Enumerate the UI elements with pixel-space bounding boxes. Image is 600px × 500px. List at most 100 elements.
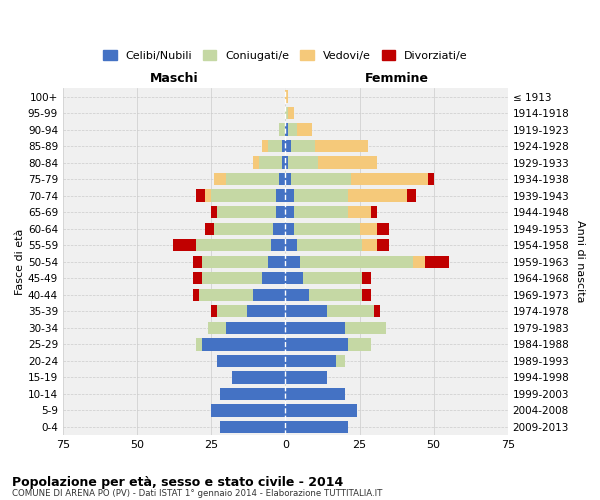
Bar [280, 173, 286, 186]
Bar [193, 256, 202, 268]
Bar [286, 272, 303, 284]
Bar [291, 173, 350, 186]
Bar [277, 206, 286, 218]
Bar [294, 222, 359, 235]
Bar [286, 222, 294, 235]
Bar [318, 156, 377, 169]
Bar [336, 354, 344, 367]
Bar [193, 288, 199, 301]
Bar [208, 322, 226, 334]
Bar [214, 173, 226, 186]
Bar [286, 305, 327, 318]
Bar [300, 256, 413, 268]
Bar [286, 107, 289, 120]
Bar [291, 140, 315, 152]
Bar [286, 90, 289, 103]
Bar [377, 239, 389, 252]
Text: COMUNE DI ARENA PO (PV) - Dati ISTAT 1° gennaio 2014 - Elaborazione TUTTITALIA.I: COMUNE DI ARENA PO (PV) - Dati ISTAT 1° … [12, 489, 382, 498]
Bar [294, 206, 347, 218]
Bar [374, 305, 380, 318]
Y-axis label: Fasce di età: Fasce di età [15, 228, 25, 295]
Bar [226, 322, 286, 334]
Bar [309, 288, 362, 301]
Bar [289, 107, 294, 120]
Bar [294, 190, 347, 202]
Bar [286, 322, 344, 334]
Bar [196, 338, 202, 350]
Bar [271, 239, 286, 252]
Text: Femmine: Femmine [365, 72, 428, 85]
Bar [362, 239, 377, 252]
Bar [217, 305, 247, 318]
Bar [377, 222, 389, 235]
Bar [286, 156, 289, 169]
Bar [259, 156, 283, 169]
Bar [274, 222, 286, 235]
Bar [205, 190, 211, 202]
Bar [297, 124, 312, 136]
Bar [196, 239, 271, 252]
Bar [211, 206, 217, 218]
Bar [286, 190, 294, 202]
Text: Maschi: Maschi [150, 72, 199, 85]
Bar [196, 190, 205, 202]
Bar [359, 222, 377, 235]
Bar [286, 256, 300, 268]
Bar [362, 272, 371, 284]
Bar [217, 206, 277, 218]
Bar [428, 173, 434, 186]
Bar [283, 140, 286, 152]
Bar [193, 272, 202, 284]
Bar [286, 206, 294, 218]
Bar [205, 222, 214, 235]
Bar [362, 288, 371, 301]
Legend: Celibi/Nubili, Coniugati/e, Vedovi/e, Divorziati/e: Celibi/Nubili, Coniugati/e, Vedovi/e, Di… [99, 46, 472, 65]
Bar [211, 404, 286, 416]
Bar [202, 256, 268, 268]
Bar [286, 173, 291, 186]
Bar [286, 404, 356, 416]
Bar [425, 256, 449, 268]
Bar [286, 124, 289, 136]
Bar [232, 371, 286, 384]
Bar [262, 140, 268, 152]
Bar [413, 256, 425, 268]
Bar [280, 124, 286, 136]
Bar [268, 140, 283, 152]
Bar [303, 272, 362, 284]
Bar [347, 190, 407, 202]
Bar [247, 305, 286, 318]
Bar [211, 305, 217, 318]
Bar [286, 140, 291, 152]
Bar [283, 156, 286, 169]
Bar [286, 288, 309, 301]
Bar [286, 354, 336, 367]
Bar [173, 239, 196, 252]
Bar [268, 256, 286, 268]
Bar [286, 338, 347, 350]
Bar [350, 173, 428, 186]
Bar [347, 206, 371, 218]
Bar [277, 190, 286, 202]
Bar [286, 388, 344, 400]
Bar [286, 420, 347, 433]
Bar [289, 124, 297, 136]
Bar [202, 338, 286, 350]
Bar [226, 173, 280, 186]
Bar [253, 288, 286, 301]
Bar [217, 354, 286, 367]
Bar [327, 305, 374, 318]
Bar [371, 206, 377, 218]
Y-axis label: Anni di nascita: Anni di nascita [575, 220, 585, 303]
Bar [344, 322, 386, 334]
Text: Popolazione per età, sesso e stato civile - 2014: Popolazione per età, sesso e stato civil… [12, 476, 343, 489]
Bar [214, 222, 274, 235]
Bar [220, 420, 286, 433]
Bar [289, 156, 318, 169]
Bar [286, 371, 327, 384]
Bar [211, 190, 277, 202]
Bar [262, 272, 286, 284]
Bar [407, 190, 416, 202]
Bar [253, 156, 259, 169]
Bar [315, 140, 368, 152]
